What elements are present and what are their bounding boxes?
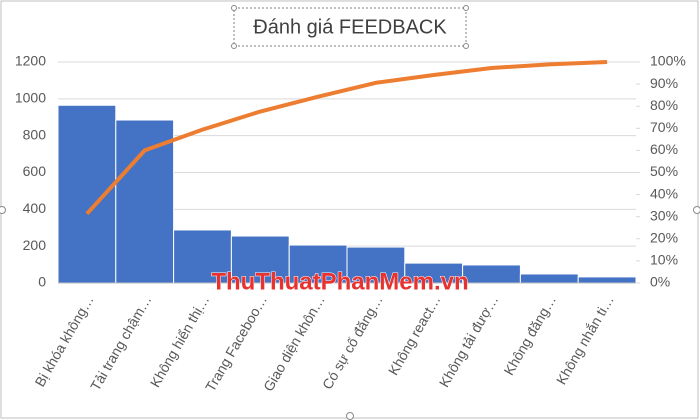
cumulative-line bbox=[85, 60, 608, 216]
bar bbox=[462, 264, 521, 284]
resize-handle[interactable] bbox=[346, 412, 354, 420]
y2-tick-label: 20% bbox=[650, 230, 678, 246]
bar bbox=[230, 235, 290, 284]
y2-tick-label: 0% bbox=[650, 274, 670, 290]
handle bbox=[231, 43, 237, 49]
resize-handle[interactable] bbox=[693, 206, 700, 214]
y-tick-label: 0 bbox=[38, 274, 46, 290]
y-tick-label: 800 bbox=[23, 126, 47, 142]
watermark: ThuThuatPhanMem.vn bbox=[211, 268, 468, 295]
chart-title: Đánh giá FEEDBACK bbox=[253, 16, 447, 38]
title-selection bbox=[233, 7, 467, 47]
y2-tick-label: 80% bbox=[650, 97, 678, 113]
y2-tick-label: 90% bbox=[650, 75, 678, 91]
y2-tick-label: 40% bbox=[650, 185, 678, 201]
bar bbox=[173, 229, 232, 284]
handle bbox=[231, 5, 237, 11]
y2-tick-label: 10% bbox=[650, 252, 678, 268]
resize-handle[interactable] bbox=[0, 206, 6, 214]
y-tick-label: 1200 bbox=[15, 53, 46, 69]
y2-tick-label: 100% bbox=[650, 53, 686, 69]
handle bbox=[463, 5, 469, 11]
bar bbox=[577, 276, 637, 284]
y-tick-label: 400 bbox=[23, 200, 47, 216]
bar bbox=[519, 273, 579, 284]
y-tick-label: 200 bbox=[23, 237, 47, 253]
y2-tick-label: 70% bbox=[650, 119, 678, 135]
y2-tick-label: 60% bbox=[650, 141, 678, 157]
y2-tick-label: 50% bbox=[650, 163, 678, 179]
handle bbox=[463, 43, 469, 49]
bar bbox=[115, 119, 175, 284]
y-tick-label: 1000 bbox=[15, 90, 46, 106]
y-tick-label: 600 bbox=[23, 163, 47, 179]
y2-tick-label: 30% bbox=[650, 207, 678, 223]
